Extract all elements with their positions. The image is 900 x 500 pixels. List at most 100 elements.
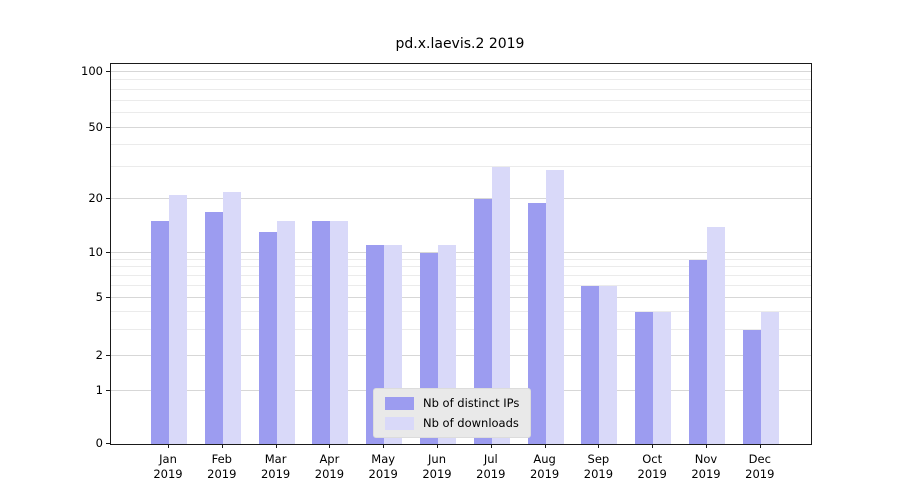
y-tick-mark <box>106 297 110 299</box>
bar-jul-distinct-ips <box>473 198 492 444</box>
bar-oct-downloads <box>653 312 672 444</box>
minor-gridline <box>111 258 811 260</box>
y-tick-mark <box>106 126 110 128</box>
x-tick-month: Mar <box>264 452 287 466</box>
x-tick-month: Apr <box>319 452 340 466</box>
bar-mar-downloads <box>276 221 295 444</box>
x-tick-month: Jan <box>159 452 177 466</box>
x-tick-mark <box>329 444 331 448</box>
x-tick-label-feb: Feb 2019 <box>192 452 252 482</box>
x-tick-month: Aug <box>533 452 556 466</box>
y-tick-label: 2 <box>95 347 103 362</box>
x-tick-mark <box>275 444 277 448</box>
x-tick-month: Sep <box>587 452 610 466</box>
x-tick-mark <box>168 444 169 448</box>
legend: Nb of distinct IPs Nb of downloads <box>373 388 532 438</box>
y-tick-label: 50 <box>88 119 103 134</box>
x-tick-year: 2019 <box>691 467 721 481</box>
x-tick-label-sep: Sep 2019 <box>568 452 628 482</box>
legend-label-distinct-ips: Nb of distinct IPs <box>423 396 520 410</box>
x-tick-mark <box>544 444 546 448</box>
x-tick-label-aug: Aug 2019 <box>515 452 575 482</box>
x-tick-label-jul: Jul 2019 <box>461 452 521 482</box>
minor-gridline <box>111 88 811 90</box>
x-tick-year: 2019 <box>476 467 506 481</box>
y-tick-mark <box>106 390 110 392</box>
x-tick-mark <box>598 444 600 448</box>
major-gridline <box>111 197 811 199</box>
minor-gridline <box>111 285 811 287</box>
bar-nov-distinct-ips <box>689 259 707 444</box>
bar-jul-downloads <box>491 167 510 444</box>
bar-aug-distinct-ips <box>527 202 546 444</box>
x-tick-year: 2019 <box>260 467 291 481</box>
bar-sep-distinct-ips <box>581 286 600 444</box>
y-tick-mark <box>106 443 110 444</box>
major-gridline <box>111 354 811 356</box>
x-tick-year: 2019 <box>314 467 345 481</box>
x-tick-mark <box>652 444 654 448</box>
x-tick-year: 2019 <box>745 467 775 481</box>
x-tick-label-oct: Oct 2019 <box>622 452 682 482</box>
bar-mar-distinct-ips <box>258 232 277 444</box>
x-tick-month: May <box>371 452 396 466</box>
x-tick-year: 2019 <box>583 467 614 481</box>
x-tick-year: 2019 <box>368 467 398 481</box>
bar-aug-downloads <box>545 170 564 444</box>
minor-gridline <box>111 112 811 114</box>
major-gridline <box>111 126 811 128</box>
x-tick-year: 2019 <box>637 467 667 481</box>
chart-title: pd.x.laevis.2 2019 <box>395 36 525 52</box>
x-tick-label-dec: Dec 2019 <box>730 452 790 482</box>
x-tick-mark <box>759 444 761 448</box>
x-tick-mark <box>221 444 223 448</box>
minor-gridline <box>111 329 811 331</box>
minor-gridline <box>111 79 811 81</box>
bar-nov-downloads <box>707 226 725 444</box>
y-tick-mark <box>106 354 110 356</box>
major-gridline <box>111 251 811 253</box>
bar-feb-downloads <box>222 191 241 444</box>
legend-row-downloads: Nb of downloads <box>385 416 519 430</box>
legend-label-downloads: Nb of downloads <box>423 416 519 430</box>
bar-apr-distinct-ips <box>312 221 331 444</box>
x-tick-mark <box>437 444 438 448</box>
x-tick-mark <box>383 444 385 448</box>
x-tick-label-apr: Apr 2019 <box>299 452 359 482</box>
major-gridline <box>111 297 811 299</box>
y-tick-label: 0 <box>95 436 103 450</box>
minor-gridline <box>111 99 811 101</box>
y-tick-label: 100 <box>81 63 103 78</box>
minor-gridline <box>111 311 811 313</box>
legend-row-distinct-ips: Nb of distinct IPs <box>385 396 519 410</box>
x-tick-month: Nov <box>694 452 718 466</box>
bar-jan-downloads <box>169 195 187 444</box>
x-tick-mark <box>490 444 492 448</box>
y-tick-label: 10 <box>88 244 103 259</box>
bar-dec-downloads <box>760 312 779 444</box>
minor-gridline <box>111 144 811 146</box>
bar-oct-distinct-ips <box>635 312 654 444</box>
legend-swatch-distinct-ips <box>385 396 414 410</box>
y-tick-label: 5 <box>95 290 103 305</box>
x-tick-label-jun: Jun 2019 <box>407 452 467 482</box>
x-tick-month: Oct <box>642 452 663 466</box>
x-tick-year: 2019 <box>529 467 560 481</box>
x-tick-month: Jul <box>483 452 498 466</box>
y-tick-mark <box>106 197 110 199</box>
y-tick-mark <box>106 70 110 72</box>
x-tick-label-may: May 2019 <box>353 452 413 482</box>
x-tick-year: 2019 <box>422 467 452 481</box>
x-tick-year: 2019 <box>207 467 237 481</box>
x-tick-label-jan: Jan 2019 <box>138 452 198 482</box>
minor-gridline <box>111 166 811 168</box>
y-tick-label: 1 <box>95 383 103 398</box>
bar-sep-downloads <box>599 286 618 444</box>
minor-gridline <box>111 266 811 268</box>
x-tick-month: Feb <box>211 452 232 466</box>
y-tick-label: 20 <box>88 190 103 205</box>
plot-area: Nb of distinct IPs Nb of downloads <box>110 63 812 445</box>
bars <box>111 64 811 444</box>
minor-gridline <box>111 275 811 277</box>
